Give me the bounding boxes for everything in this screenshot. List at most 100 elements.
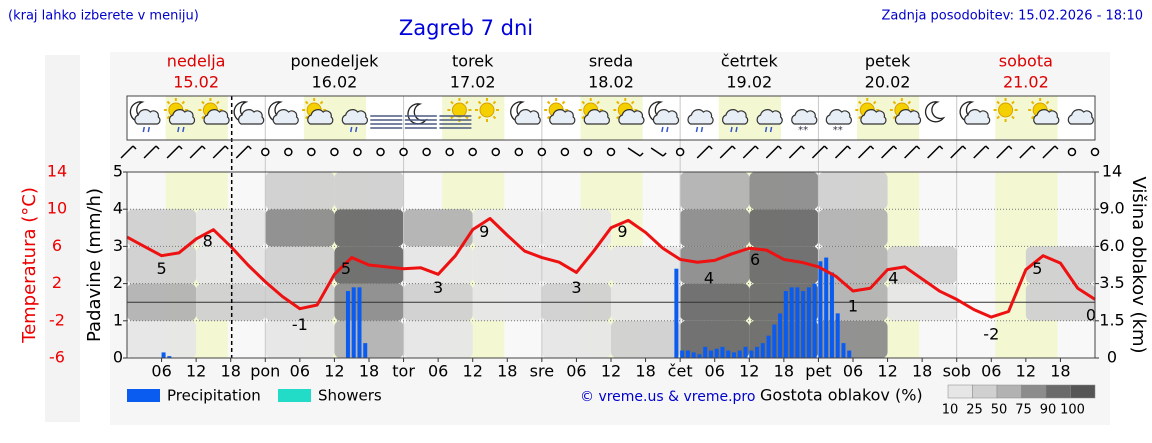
precipitation-bar [363,343,368,358]
precipitation-bar [720,346,725,358]
cloud [238,109,265,125]
day-date: 21.02 [1003,73,1049,92]
wind-barb [189,145,203,159]
cloud-cell [472,246,542,284]
x-tick-label: 06 [151,362,171,381]
cloud-cell [680,320,750,358]
wind-barb [696,145,710,159]
sun-ray [561,100,566,105]
x-tick-label: 12 [324,362,344,381]
sun-ray [892,100,897,105]
weather-icon [439,98,472,129]
y-axis-title: Temperatura (°C) [19,187,40,344]
weather-icon [855,98,887,125]
sun-ray [304,115,309,120]
wind-calm [1067,147,1077,157]
precipitation-bar [835,313,840,358]
x-tick-label: pon [250,362,280,381]
rain-drop [142,126,146,133]
precipitation-bar [674,268,679,358]
note: (kraj lahko izberete v meniju) [8,9,199,24]
cloud-scale-label: 50 [991,403,1008,418]
cloud-cell [541,246,611,284]
wind-barb-tick [178,145,183,150]
cloud-scale-label: 75 [1015,403,1032,418]
x-tick-label: 12 [739,362,759,381]
rain-drop [661,126,664,133]
cloud-cell [749,209,819,247]
precipitation-bar [351,287,356,358]
temperature-extreme-label: 5 [156,259,166,278]
x-tick-label: sob [943,362,971,381]
cloud-cell [196,209,266,247]
chart-title: Zagreb 7 dni [399,16,533,40]
wind-calm [307,147,316,157]
rain-drop [666,126,669,133]
precipitation-bar [841,343,846,358]
y3-axis-title: Višina oblakov (km) [1128,176,1149,353]
wind-barb-tick [1054,145,1059,150]
wind-calm [491,147,501,157]
temperature-extreme-label: 9 [617,222,627,241]
weather-icon [198,98,230,125]
y2-tick-label: 3 [113,236,123,255]
wind-calm [514,147,524,157]
wind-calm [284,147,293,157]
wind-barb [765,145,779,159]
cloud-cell [541,209,611,247]
precipitation-bar [749,350,754,358]
sun-ray [996,115,1000,120]
rain-drop [177,126,180,133]
wind-barb-tick [132,145,137,150]
y3-tick-label: 1.5 [1099,310,1124,329]
cloud-cell [127,209,197,247]
temperature-extreme-label: 3 [571,278,581,297]
day-name: četrtek [721,52,779,71]
sun [451,102,467,118]
precipitation-bar [345,291,350,358]
weather-icon [233,101,265,125]
rain-drop [695,126,699,133]
day-name: sobota [999,52,1053,71]
temperature-extreme-label: 5 [341,259,351,278]
wind-barb [857,145,872,159]
wind-calm [606,147,616,157]
cloud-cell [403,209,473,247]
x-tick-label: 12 [877,362,897,381]
sun-ray [450,100,454,105]
sun-ray [1030,115,1035,120]
sun-ray [304,100,309,105]
wind-calm [1090,147,1100,157]
legend-label: Precipitation [167,387,261,405]
y2-tick-label: 2 [113,273,123,292]
cloud-scale-swatch [1021,384,1047,399]
sun-ray [166,100,171,105]
cloud-cell [680,209,750,247]
precipitation-bar [167,356,172,358]
sun-ray [581,115,586,120]
x-tick-label: čet [668,362,693,381]
y3-tick-label: 9.0 [1099,199,1124,218]
wind-barb [143,145,157,159]
temperature-line [126,217,1096,319]
day-date: 16.02 [312,73,358,92]
cloud [514,109,541,125]
weather-icon [544,98,576,125]
wind-barb [235,145,249,159]
cloud-cell [680,246,750,284]
wind-barb-tick [962,145,967,150]
x-tick-label: sre [530,362,554,381]
temperature-extreme-label: 4 [888,269,898,288]
wind-barb [950,145,964,159]
precipitation-bar [806,287,811,358]
cloud [341,109,368,125]
temperature-extreme-label: -1 [292,315,308,334]
x-tick-label: 18 [497,362,517,381]
cloud-cell [749,246,819,284]
rain-drop [147,126,151,133]
temperature-extreme-label: 6 [750,250,760,269]
y2-tick-label: 5 [113,162,123,181]
wind-barb [996,145,1010,159]
rain-drop [769,126,773,133]
